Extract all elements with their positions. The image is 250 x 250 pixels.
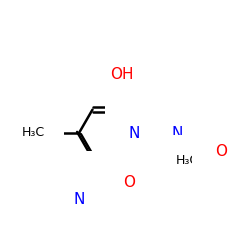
Text: H₃C: H₃C bbox=[22, 126, 45, 140]
Text: O: O bbox=[215, 144, 227, 158]
Text: H₃C: H₃C bbox=[176, 154, 199, 166]
Text: N: N bbox=[171, 126, 183, 140]
Text: N: N bbox=[128, 126, 140, 140]
Text: C: C bbox=[74, 172, 84, 185]
Text: N: N bbox=[74, 192, 85, 207]
Text: O: O bbox=[124, 175, 136, 190]
Text: OH: OH bbox=[110, 67, 133, 82]
